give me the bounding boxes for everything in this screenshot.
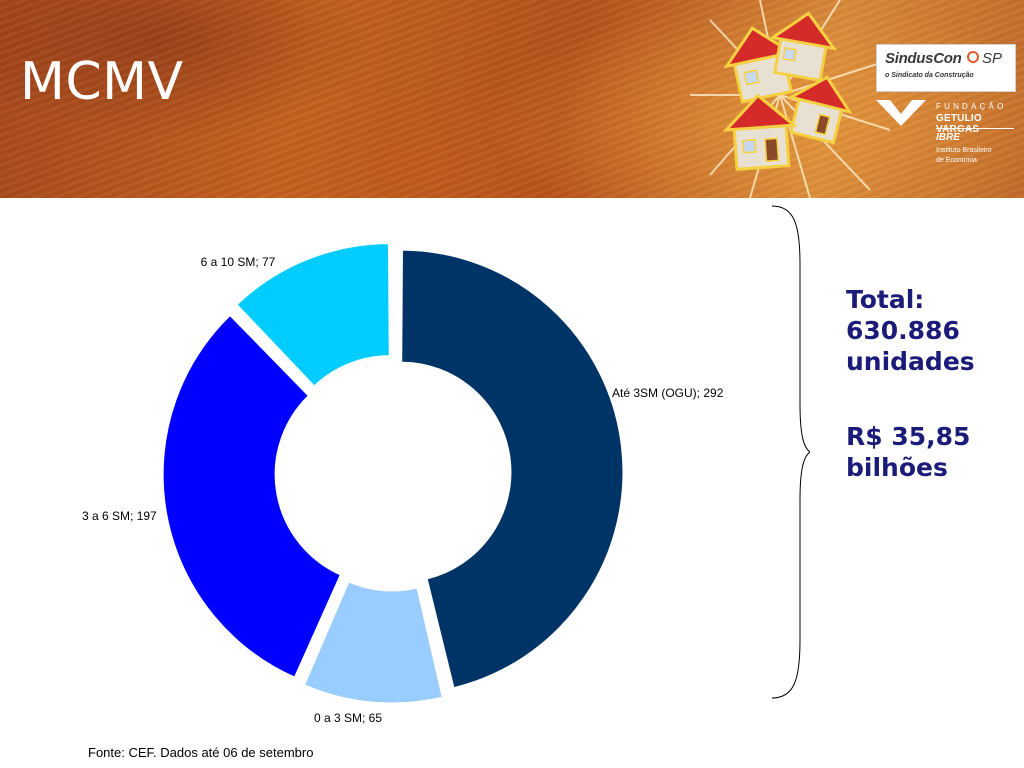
slice-3-a-6-sm <box>162 314 341 678</box>
fgv-logo-line5: de Economia <box>936 157 977 164</box>
fgv-chevron-icon <box>876 100 926 126</box>
total-value: 630.886 <box>846 316 960 345</box>
fgv-logo-line2: GETULIO VARGAS <box>936 113 982 135</box>
slice-ate-3sm-ogu <box>401 249 624 689</box>
sinduscon-logo-suffix: SP <box>982 50 1003 67</box>
summary-panel: Total: 630.886 unidades R$ 35,85 bilhões <box>846 284 1016 483</box>
fgv-logo-line4: Instituto Brasileiro <box>936 147 992 154</box>
sinduscon-ring-icon <box>967 51 979 63</box>
amount-value: R$ 35,85 <box>846 422 971 451</box>
total-unit: unidades <box>846 347 975 376</box>
data-label-3-a-6-sm: 3 a 6 SM; 197 <box>82 509 157 523</box>
slice-6-a-10-sm <box>236 243 390 387</box>
source-note: Fonte: CEF. Dados até 06 de setembro <box>88 745 314 760</box>
data-label-6-a-10-sm: 6 a 10 SM; 77 <box>201 255 276 269</box>
header-texture <box>0 0 1024 198</box>
sinduscon-logo: SindusCon SP o Sindicato da Construção <box>876 44 1016 92</box>
data-label-ate-3sm-ogu: Até 3SM (OGU); 292 <box>612 386 724 400</box>
donut-chart: Até 3SM (OGU); 292 0 a 3 SM; 65 3 a 6 SM; … <box>82 243 724 725</box>
slice-0-a-3-sm <box>303 581 443 704</box>
fgv-logo-line3: IBRE <box>936 132 960 143</box>
slide-title: MCMV <box>20 52 184 112</box>
houses-illustration <box>690 0 890 198</box>
sinduscon-logo-name: SindusCon <box>885 50 962 67</box>
slide-header: MCMV <box>0 0 1024 198</box>
total-label: Total: <box>846 285 925 314</box>
data-label-0-a-3-sm: 0 a 3 SM; 65 <box>314 711 382 725</box>
fgv-logo-divider <box>936 128 1014 129</box>
summary-brace <box>771 205 810 699</box>
fgv-logo-line1: FUNDAÇÃO <box>936 102 1007 111</box>
amount-unit: bilhões <box>846 453 948 482</box>
sinduscon-logo-tagline: o Sindicato da Construção <box>885 72 974 79</box>
